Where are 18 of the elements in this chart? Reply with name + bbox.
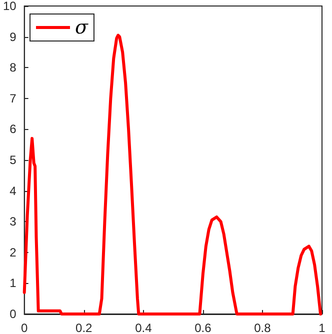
y-tick-label: 1 [10, 276, 17, 290]
y-tick-label: 10 [2, 0, 17, 13]
y-tick-label: 2 [10, 245, 17, 260]
y-tick-label: 7 [10, 91, 17, 106]
y-tick-label: 3 [10, 214, 17, 229]
y-tick-label: 4 [10, 184, 17, 198]
y-tick-label: 5 [10, 153, 17, 167]
x-tick-label: 0.8 [254, 321, 272, 334]
x-tick-label: 0.4 [135, 321, 152, 334]
legend-label: σ [75, 16, 89, 38]
y-tick-label: 8 [10, 60, 17, 75]
y-tick-label: 6 [10, 122, 17, 136]
y-tick-label: 0 [10, 307, 17, 321]
x-tick-label: 1 [318, 321, 326, 334]
x-tick-label: 0.6 [194, 321, 212, 334]
y-tick-label: 9 [10, 30, 17, 44]
x-tick-label: 0 [21, 321, 28, 334]
x-tick-label: 0.2 [76, 321, 93, 334]
